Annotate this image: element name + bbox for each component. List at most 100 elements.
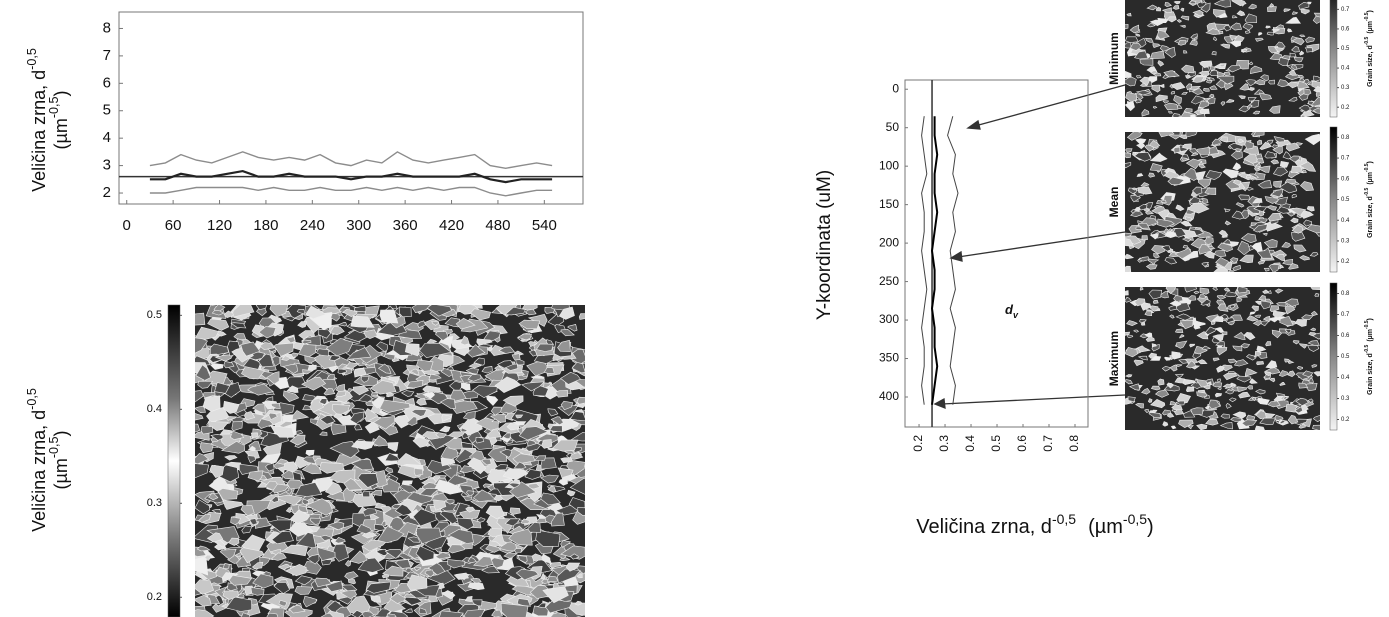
grain (551, 512, 565, 527)
grain (1256, 165, 1271, 173)
grain (428, 373, 442, 381)
grain (1193, 320, 1203, 328)
grain (1148, 412, 1161, 419)
grain (1192, 9, 1204, 16)
grain (1180, 220, 1193, 227)
colorbar-tick-label: 0.3 (1341, 85, 1350, 91)
colorbar-tick-label: 0.2 (1341, 417, 1350, 423)
grain (506, 575, 530, 587)
grain (1164, 2, 1172, 8)
grain (329, 440, 360, 459)
grain (1134, 99, 1143, 104)
grain (514, 548, 522, 553)
grain (304, 355, 317, 364)
grain (1149, 232, 1159, 240)
grain (1300, 114, 1306, 117)
grain (1268, 264, 1280, 272)
grain (1259, 74, 1269, 82)
grain (569, 411, 585, 421)
grain (411, 305, 431, 313)
grain (1254, 37, 1264, 42)
grain (1216, 75, 1235, 85)
grain (1197, 359, 1208, 365)
grain (486, 428, 502, 439)
grain (382, 565, 404, 577)
grain (1242, 22, 1254, 31)
grain (344, 571, 359, 581)
grain (270, 425, 295, 438)
grain (1204, 187, 1217, 195)
grain (1272, 145, 1283, 155)
grain (1286, 81, 1302, 89)
grain (1169, 364, 1178, 372)
grain (195, 364, 211, 381)
grain (222, 499, 244, 510)
grain (1181, 157, 1189, 162)
grain (1153, 252, 1160, 259)
grain (1223, 25, 1232, 32)
x-tick-label: 420 (439, 217, 464, 234)
grain (301, 498, 310, 506)
grain (1219, 63, 1226, 68)
grain (1266, 31, 1274, 36)
grain (319, 534, 334, 542)
grain (1305, 36, 1315, 43)
grain (230, 305, 255, 318)
grain (1156, 29, 1170, 40)
grain (240, 505, 255, 517)
grain (249, 518, 258, 526)
grain (1185, 132, 1198, 138)
grain (1258, 294, 1267, 301)
grain (571, 361, 585, 374)
grain (1299, 161, 1317, 172)
grain (413, 468, 424, 477)
grain (371, 396, 385, 409)
grain (1197, 107, 1204, 112)
grain (1189, 148, 1199, 154)
colorbar-label-part: -0.5 (1364, 163, 1370, 172)
grain (1257, 260, 1266, 265)
grain (223, 310, 234, 319)
grain (1279, 160, 1290, 168)
grain (1224, 71, 1231, 77)
grain (1273, 414, 1284, 421)
grain (1309, 252, 1319, 257)
grain (560, 400, 574, 411)
grain (1213, 249, 1227, 258)
grain (1211, 50, 1217, 56)
grain (195, 312, 206, 326)
grain (362, 508, 378, 517)
grain (376, 341, 388, 354)
grain (1248, 3, 1257, 10)
grain (518, 426, 549, 441)
y-axis-label: Veličina zrna, d-0,5 (25, 388, 48, 532)
grain (335, 390, 347, 397)
grain (406, 491, 434, 505)
grain (560, 328, 575, 337)
grain (508, 482, 521, 489)
grain (1139, 287, 1144, 291)
grain (527, 522, 541, 533)
grain (1252, 320, 1262, 327)
grain (1125, 162, 1132, 169)
grain (482, 330, 502, 342)
grain (288, 522, 314, 537)
grain (195, 463, 210, 479)
grain (1229, 257, 1239, 264)
grain (412, 436, 430, 448)
grain (1257, 180, 1273, 189)
grain (1185, 360, 1197, 369)
grain (379, 309, 399, 324)
colorbar-tick-label: 0.5 (1341, 46, 1350, 52)
grain (1149, 355, 1162, 361)
colorbar-tick-label: 0.4 (147, 403, 162, 415)
grain (1161, 7, 1173, 14)
grain (302, 369, 314, 375)
grain (343, 329, 370, 343)
grain (1200, 2, 1211, 13)
grain (557, 467, 574, 479)
grain (350, 459, 374, 471)
grain (1198, 163, 1206, 169)
grain (384, 467, 394, 474)
grain (278, 421, 293, 428)
